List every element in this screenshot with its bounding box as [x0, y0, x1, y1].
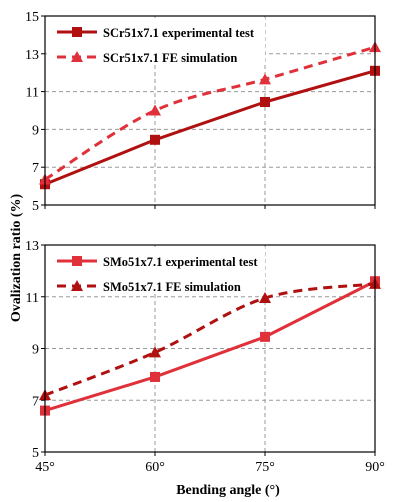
legend-label: SMo51x7.1 FE simulation — [103, 280, 241, 294]
legend-label: SMo51x7.1 experimental test — [103, 255, 258, 269]
y-tick-label: 15 — [25, 10, 39, 25]
data-point — [259, 292, 271, 304]
legend-background — [47, 247, 265, 291]
y-tick-label: 13 — [25, 239, 39, 254]
legend-marker — [71, 51, 83, 62]
y-tick-label: 9 — [32, 123, 39, 138]
data-point — [149, 346, 161, 358]
x-tick-label: 45° — [35, 460, 55, 475]
legend-marker — [72, 256, 82, 266]
legend-label: SCr51x7.1 FE simulation — [103, 51, 237, 65]
data-point — [260, 331, 270, 342]
chart-panels: SCr51x7.1 experimental test SCr51x7.1 FE … — [25, 10, 385, 475]
series-line-1 — [44, 69, 376, 186]
y-tick-label: 11 — [26, 86, 39, 101]
panel-1: SCr51x7.1 experimental test SCr51x7.1 FE … — [25, 10, 381, 214]
legend-label: SCr51x7.1 experimental test — [103, 26, 255, 40]
panel-2: SMo51x7.1 experimental test SMo51x7.1 FE … — [25, 239, 385, 475]
legend-marker — [72, 27, 82, 37]
y-tick-label: 5 — [32, 199, 39, 214]
y-tick-label: 13 — [25, 48, 39, 63]
legend-background — [47, 18, 265, 62]
series-line-1 — [44, 279, 376, 413]
y-tick-label: 7 — [32, 394, 39, 409]
series-line-2 — [44, 45, 376, 181]
series-line-2 — [44, 282, 376, 397]
data-point — [259, 73, 271, 85]
y-axis-label: Ovalization ratio (%) — [9, 194, 24, 323]
plot-frame — [44, 15, 376, 206]
x-tick-label: 90° — [365, 460, 385, 475]
data-point — [150, 371, 160, 382]
x-axis-label: Bending angle (°) — [176, 483, 280, 498]
y-tick-label: 5 — [32, 446, 39, 461]
x-tick-label: 60° — [145, 460, 165, 475]
data-point — [149, 104, 161, 116]
x-tick-label: 75° — [255, 460, 275, 475]
y-tick-label: 9 — [32, 343, 39, 358]
y-tick-label: 7 — [32, 161, 39, 176]
data-point — [150, 134, 160, 145]
data-point — [260, 96, 270, 107]
y-tick-label: 11 — [26, 291, 39, 306]
legend-marker — [71, 280, 83, 291]
